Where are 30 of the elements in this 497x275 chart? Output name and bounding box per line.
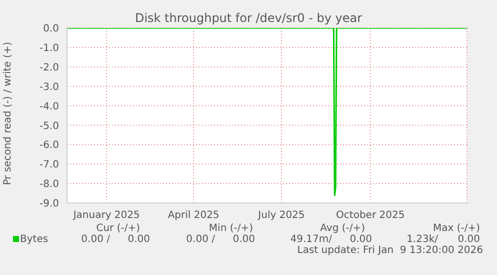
y-tick-label: -9.0 [39,198,59,210]
chart-title: Disk throughput for /dev/sr0 - by year [134,11,364,25]
x-tick-label: April 2025 [168,210,220,222]
text: 0.00 / [185,234,215,245]
text: Avg (-/+) [319,223,365,234]
text: 0.00 [348,234,372,245]
y-tick-label: -1.0 [39,42,59,54]
y-tick-label: -3.0 [39,82,59,93]
text: 0.00 / [80,234,110,245]
text: Max (-/+) [432,223,480,234]
text: 1.23k/ [406,234,438,245]
text: 0.00 [126,234,150,245]
y-axis-title: Pr second read (-) / write (+) [2,40,14,188]
y-tick-label: -2.0 [39,62,59,74]
y-tick-label: -6.0 [39,140,59,152]
text: 0.00 [232,234,255,245]
x-tick-label: July 2025 [257,210,305,222]
y-tick-label: -4.0 [39,101,59,112]
x-tick-label: January 2025 [72,210,140,222]
text: Last update: Fri Jan 9 13:20:00 2026 [296,245,483,256]
x-tick-label: October 2025 [336,210,405,222]
text: 0.00 [456,234,480,245]
y-tick-label: -7.0 [39,160,59,171]
y-tick-label: 0.0 [43,24,59,35]
text: Min (-/+) [208,223,253,234]
legend-label: Bytes [19,234,48,245]
text: 49.17m/ [289,234,332,245]
y-tick-label: -8.0 [39,179,59,190]
y-tick-label: -5.0 [39,120,59,132]
text: Cur (-/+) [95,223,140,234]
